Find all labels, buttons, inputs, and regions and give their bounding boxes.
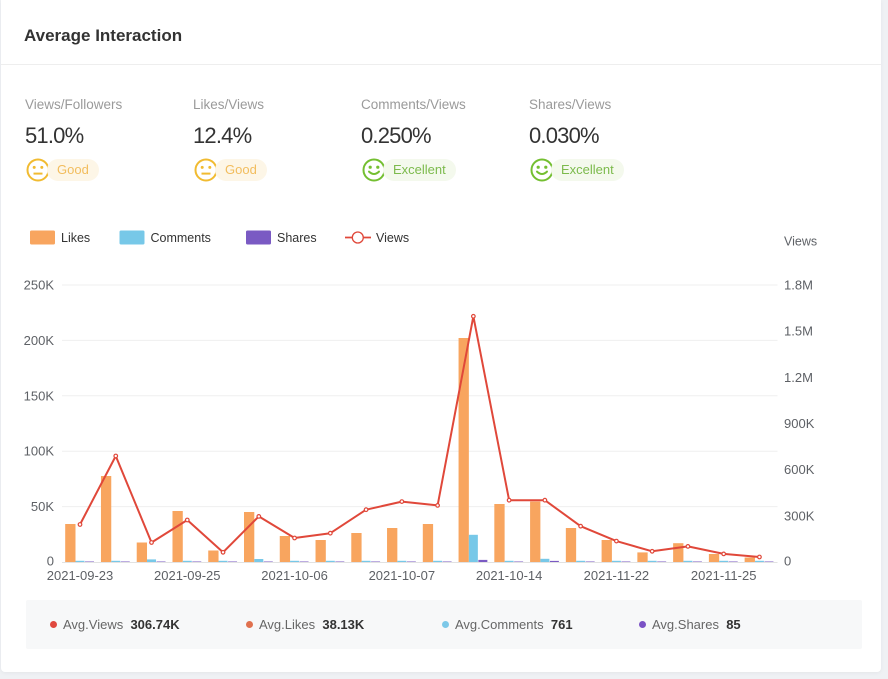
svg-text:1.2M: 1.2M: [784, 370, 813, 385]
svg-text:1.5M: 1.5M: [784, 324, 813, 339]
svg-text:2021-10-07: 2021-10-07: [369, 568, 436, 583]
svg-text:Views: Views: [784, 235, 817, 249]
svg-text:0: 0: [784, 554, 791, 569]
svg-text:250K: 250K: [24, 278, 55, 293]
svg-text:100K: 100K: [24, 444, 55, 459]
svg-text:900K: 900K: [784, 416, 815, 431]
svg-text:2021-09-23: 2021-09-23: [47, 568, 114, 583]
svg-text:200K: 200K: [24, 333, 55, 348]
svg-text:2021-11-25: 2021-11-25: [691, 568, 757, 583]
svg-text:0: 0: [47, 554, 54, 569]
svg-text:Comments: Comments: [151, 231, 211, 245]
svg-text:2021-10-14: 2021-10-14: [476, 568, 543, 583]
svg-text:2021-11-22: 2021-11-22: [584, 568, 650, 583]
svg-text:2021-09-25: 2021-09-25: [154, 568, 221, 583]
svg-text:2021-10-06: 2021-10-06: [261, 568, 328, 583]
svg-text:Likes: Likes: [61, 231, 90, 245]
svg-text:150K: 150K: [24, 388, 55, 403]
svg-text:1.8M: 1.8M: [784, 278, 813, 293]
svg-text:Views: Views: [376, 231, 409, 245]
svg-text:300K: 300K: [784, 508, 815, 523]
svg-text:50K: 50K: [31, 499, 54, 514]
svg-text:600K: 600K: [784, 462, 815, 477]
svg-text:Shares: Shares: [277, 231, 317, 245]
